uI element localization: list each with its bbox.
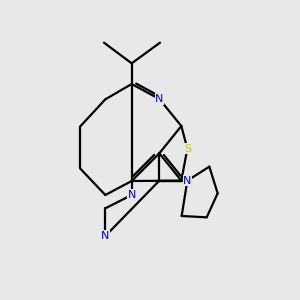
Text: N: N <box>183 176 191 186</box>
Text: N: N <box>101 231 110 241</box>
Text: S: S <box>184 144 191 154</box>
Text: N: N <box>128 190 136 200</box>
Text: N: N <box>155 94 164 104</box>
